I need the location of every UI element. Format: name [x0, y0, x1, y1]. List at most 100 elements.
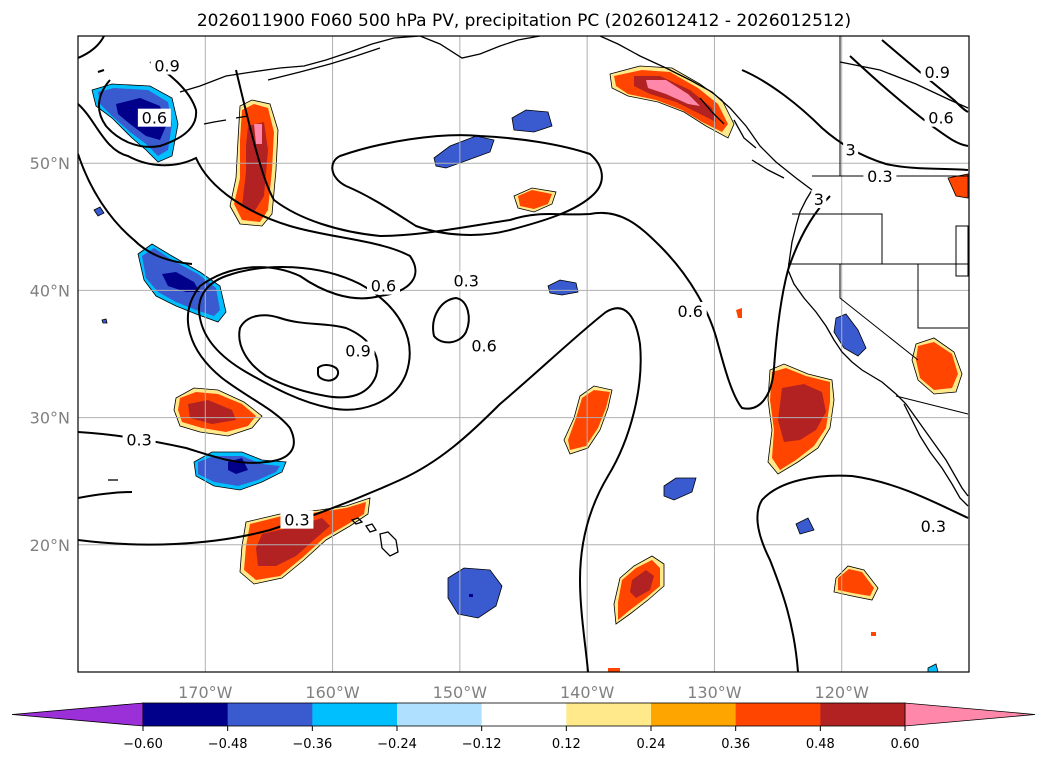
contour-label-bg — [673, 302, 707, 321]
precip-feature-pos-tiny2 — [871, 632, 876, 636]
pv-contour-0.3-east — [756, 474, 969, 672]
border-us-mexico — [895, 395, 969, 415]
pv-contour-ridge — [235, 69, 831, 410]
border-wa-or — [792, 213, 883, 264]
contour-label-bg — [341, 341, 375, 360]
colorbar-box — [312, 703, 398, 726]
pv-contour-0.6-blob — [432, 296, 470, 344]
colorbar-box — [651, 703, 737, 726]
colorbar-tick-label: −0.60 — [123, 737, 163, 752]
coastlines — [108, 36, 969, 557]
contour-label-bg — [924, 108, 958, 127]
precip-feature-neg-133w — [663, 477, 697, 501]
pv-contour-0.9-ring — [238, 314, 379, 399]
colorbar-tick-label: 0.24 — [637, 737, 666, 752]
precip-feature-neg-tiny — [927, 663, 939, 672]
lon-tick-label: 140°W — [560, 683, 615, 702]
map-frame — [77, 35, 970, 673]
contour-label-bg — [449, 271, 483, 290]
colorbar-tick-label: −0.24 — [377, 737, 417, 752]
contour-label-bg — [467, 336, 501, 355]
colorbar-box — [735, 703, 821, 726]
pv-contour-0.9-inner — [317, 364, 340, 382]
colorbar-box — [566, 703, 652, 726]
colorbar-extend-max — [904, 702, 1036, 727]
contour-label: 0.3 — [453, 271, 478, 290]
precip-feature-pos-164w — [239, 497, 371, 585]
political-borders — [788, 36, 969, 415]
contour-label-bg — [137, 108, 171, 127]
colorbar-tick-label: 0.48 — [806, 737, 835, 752]
contour-label: 0.6 — [142, 109, 167, 128]
border-ca-nv — [839, 264, 919, 361]
precip-feature-neg-122w — [795, 517, 815, 535]
contour-label: 0.6 — [928, 109, 953, 128]
pv-contour-0.3-main — [78, 103, 417, 464]
precip-feature-neg-149w — [447, 567, 503, 619]
precip-feature-neg-small — [93, 206, 108, 324]
contour-label-bg — [122, 430, 156, 449]
colorbar-tick-label: 0.36 — [721, 737, 750, 752]
precip-feature-pos-119w — [833, 565, 879, 601]
precip-feature-pos-canada — [947, 173, 969, 199]
coast-alaska-aleutian — [179, 36, 421, 93]
contour-label: 3 — [814, 190, 824, 209]
pv-contour-0.6-west — [98, 61, 198, 148]
coast-baja-gulf — [903, 403, 969, 507]
precip-feature-pos-140w — [563, 385, 613, 455]
precip-feature-pos-143w — [513, 187, 557, 213]
border-rect — [955, 225, 969, 277]
coast-bc-islands — [699, 97, 785, 179]
pv-contour-0.3-sw — [78, 491, 133, 499]
lon-tick-label: 150°W — [433, 683, 488, 702]
pv-contour-0.9-west — [97, 69, 105, 73]
precip-feature-neg-150w — [433, 135, 495, 169]
pv-contour-labels: 0.9 0.6 0.3 0.6 0.9 0.6 0.3 0.3 0.6 0.3 3 0.6 0.9 3 0.… — [122, 56, 958, 536]
lon-tick-label: 170°W — [178, 683, 233, 702]
border-nv-az — [917, 264, 968, 329]
contour-label-bg — [916, 516, 950, 535]
precip-feature-pos-114w — [911, 337, 963, 395]
contour-label-bg — [811, 190, 827, 209]
coast-hawaii — [350, 517, 399, 557]
contour-label-bg — [366, 276, 400, 295]
coast-alaska-peninsula — [267, 47, 381, 81]
lat-tick-label: 40°N — [30, 281, 70, 300]
colorbar-frame — [142, 702, 906, 727]
contour-label: 3 — [846, 140, 856, 159]
coast-us-west — [787, 189, 969, 497]
lon-tick-label: 120°W — [815, 683, 870, 702]
colorbar-extend-min — [11, 702, 144, 727]
precip-feature-pos-124w — [767, 363, 835, 475]
precip-feature-pos-alaska — [609, 65, 735, 139]
colorbar: −0.60 −0.48 −0.36 −0.24 −0.12 0.12 0.24 0.36 0.4… — [11, 702, 1036, 752]
pv-contour-closed-ridge — [331, 134, 603, 236]
contour-label: 0.6 — [371, 277, 396, 296]
precip-feature-pos-135w — [613, 555, 665, 625]
lon-tick-label: 160°W — [305, 683, 360, 702]
contour-label: 0.3 — [126, 430, 151, 449]
precip-feature-neg-aleutian — [91, 83, 179, 163]
chart-title: 2026011900 F060 500 hPa PV, precipitatio… — [197, 11, 851, 31]
colorbar-tick-label: −0.48 — [208, 737, 248, 752]
contour-label-bg — [920, 62, 954, 81]
pv-contour-0.6-ring — [198, 265, 411, 411]
colorbar-tick-label: 0.60 — [891, 737, 920, 752]
colorbar-tick-label: −0.12 — [462, 737, 502, 752]
colorbar-box — [481, 703, 567, 726]
colorbar-box — [820, 703, 906, 726]
pv-contour-0.9-ne — [881, 39, 969, 113]
colorbar-box — [397, 703, 483, 726]
lat-tick-label: 30°N — [30, 409, 70, 428]
map-background — [78, 36, 969, 672]
coast-aleutian-islands — [203, 115, 249, 125]
lat-tick-label: 50°N — [30, 154, 70, 173]
pv-contour-top-west — [78, 36, 105, 59]
coast-bc — [599, 36, 813, 191]
precip-feature-pos-169w — [173, 387, 263, 437]
precip-feature-neg-143w — [511, 109, 553, 133]
contour-label-bg — [843, 140, 859, 159]
precip-feature-pos-tiny1 — [736, 308, 742, 318]
contour-label: 0.3 — [921, 517, 946, 536]
